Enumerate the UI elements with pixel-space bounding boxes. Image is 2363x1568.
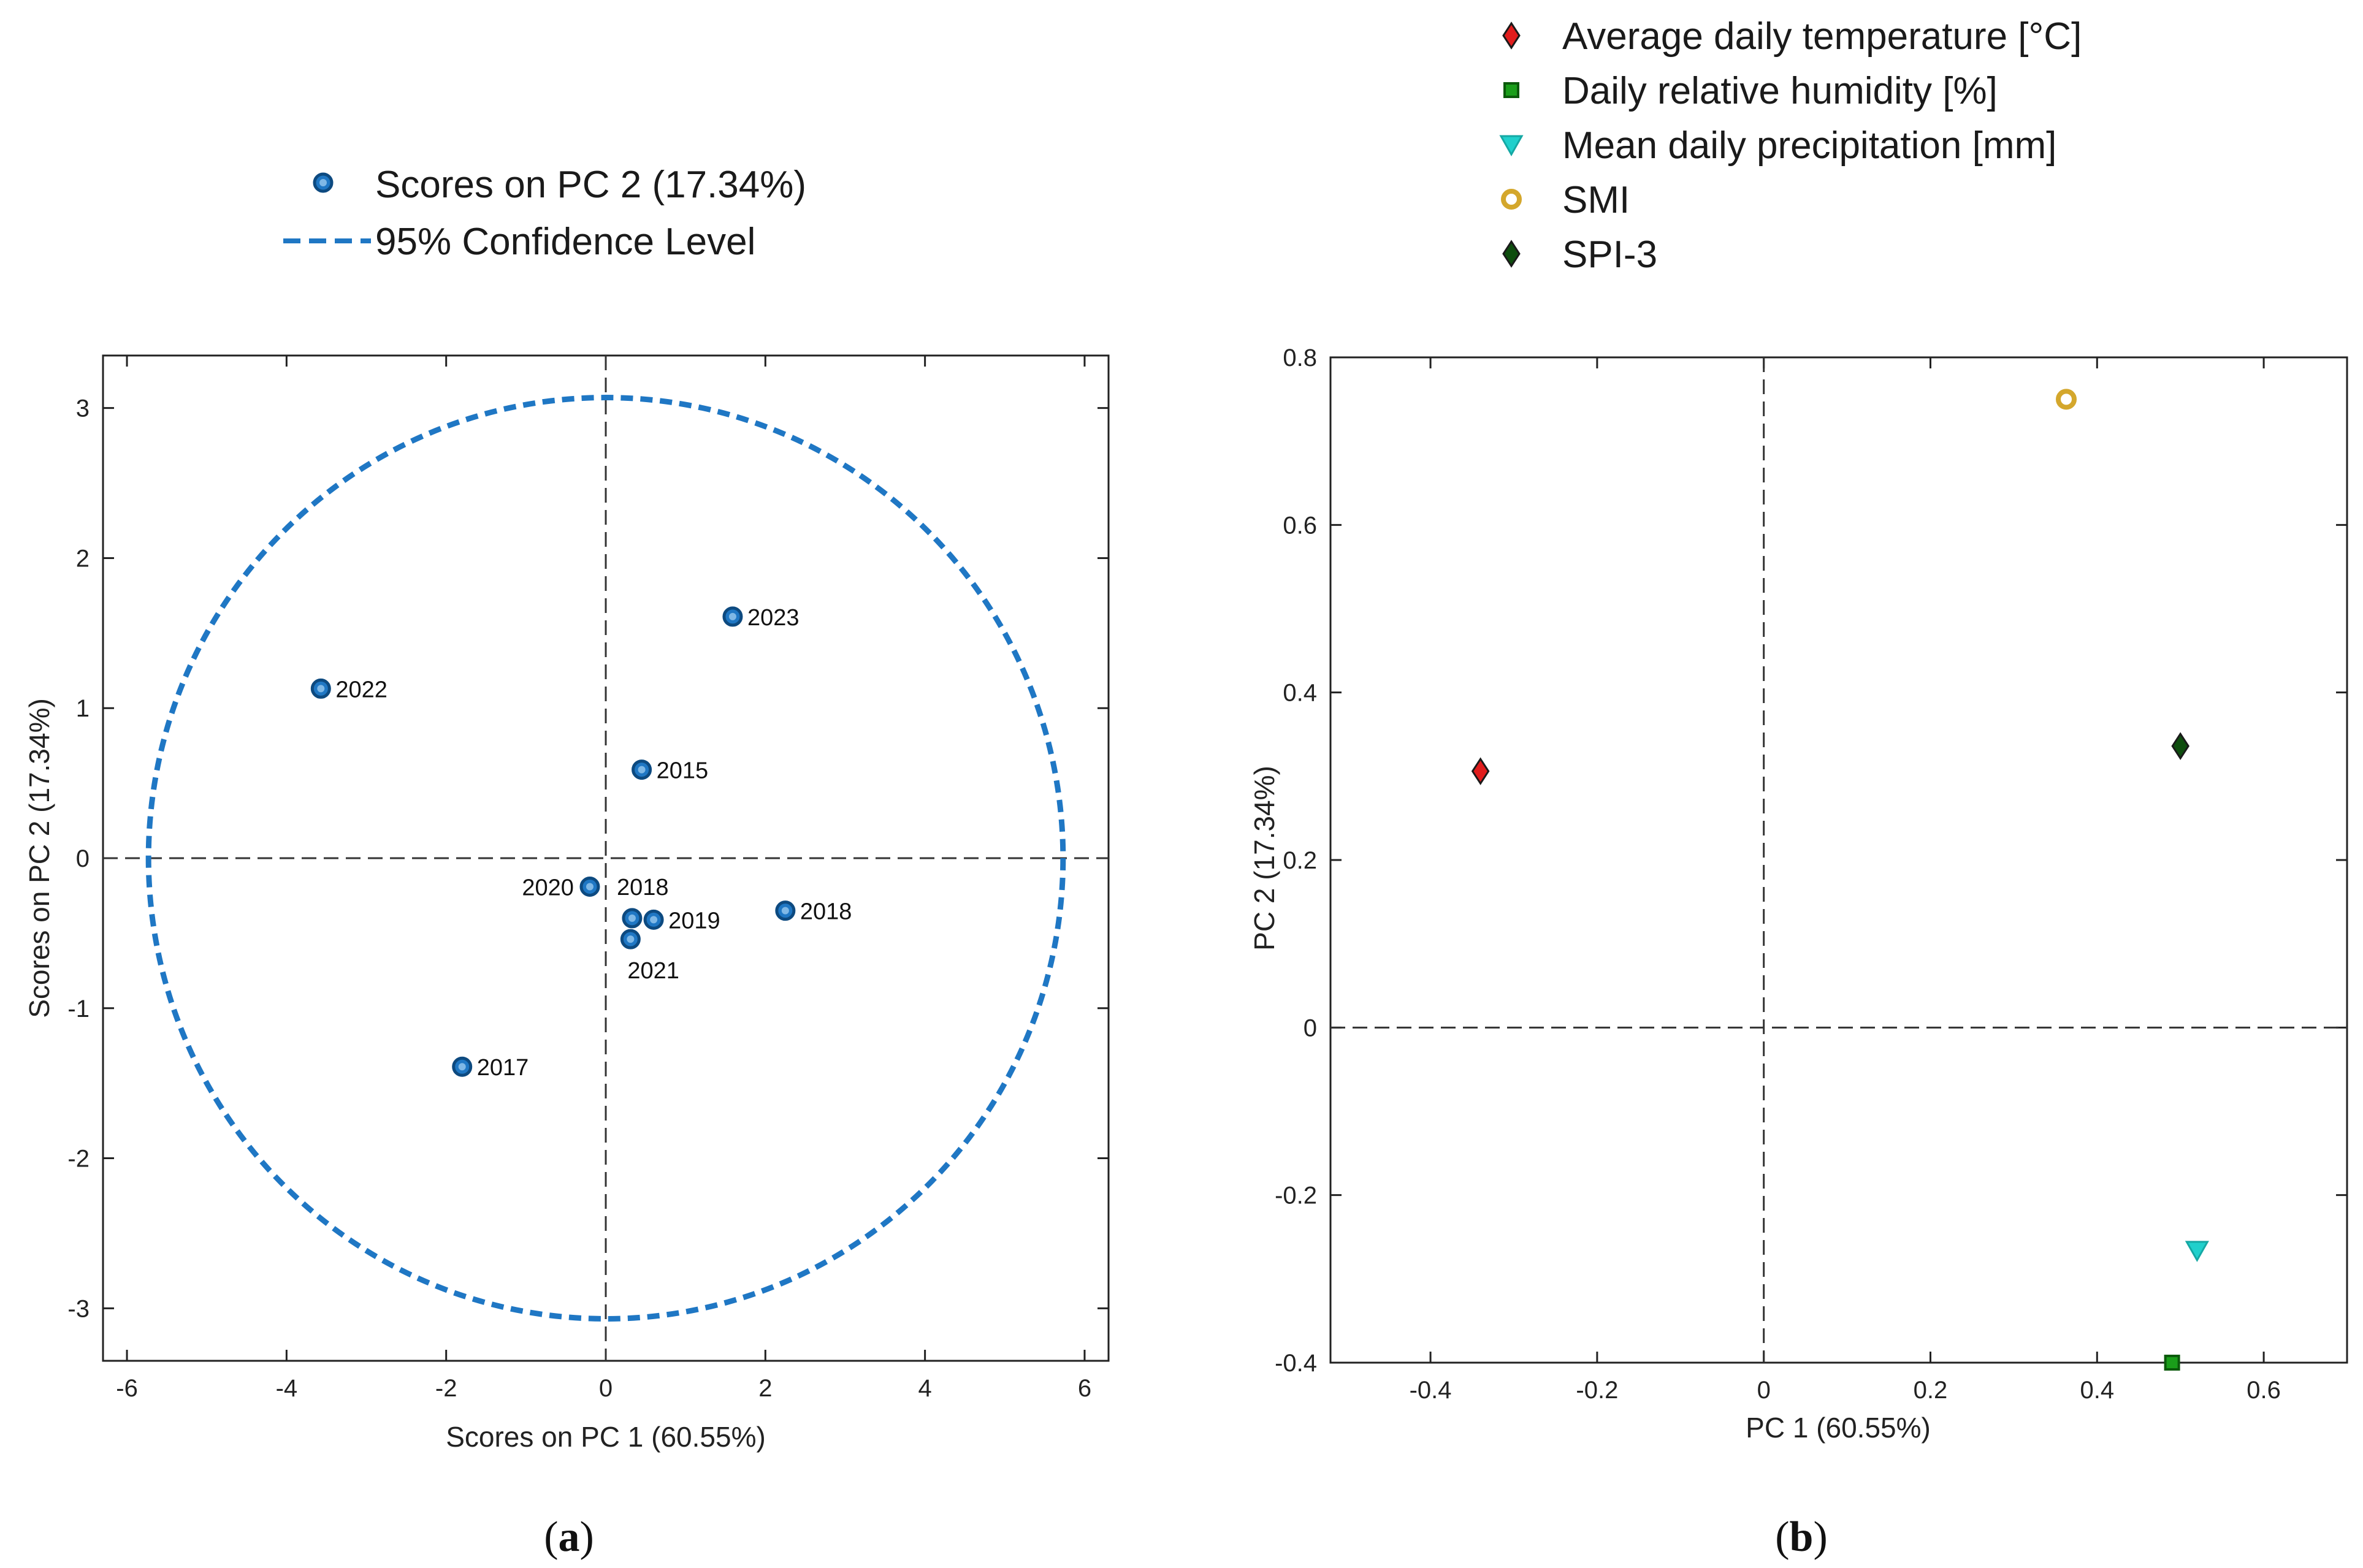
panel-b-y-tick-label: 0.6 [1283,512,1317,539]
loading-point [2164,1355,2180,1371]
panel-a-y-tick-label: 0 [76,845,90,872]
panel-b-loadings-plot: Average daily temperature [°C] Daily rela… [1248,15,2348,1561]
panel-b-y-tick-label: 0.2 [1283,847,1317,874]
score-point-label: 2020 [522,875,574,901]
score-point-label: 2019 [668,908,720,934]
panel-b-caption: (b) [1775,1513,1828,1561]
panel-a-reference-lines [103,356,1109,1361]
panel-a-x-tick-label: 6 [1078,1375,1091,1402]
legend-marker [1503,82,1519,98]
score-point-highlight-2017 [458,1063,466,1071]
legend-scores-marker-highlight [319,179,327,186]
score-point-highlight-2022 [317,685,325,693]
panel-a-y-tick-label: -1 [67,995,90,1022]
panel-a-x-tick-label: 0 [599,1375,613,1402]
score-point-label: 2017 [477,1055,529,1081]
panel-a-points: 2015 2017 2018 2019 2020 2021 2022 2023 2018 [310,605,852,1081]
panel-a-x-tick-label: 4 [918,1375,932,1402]
panel-a-y-axis-label: Scores on PC 2 (17.34%) [23,698,55,1018]
panel-a-y-tick-label: -3 [67,1295,90,1322]
panel-b-plot-frame [1329,356,2348,1364]
score-point-label: 2023 [747,605,800,631]
score-point-highlight-2019 [650,916,658,924]
panel-a-y-tick-label: -2 [67,1146,90,1173]
panel-a-caption: (a) [544,1513,594,1561]
legend-scores-label: Scores on PC 2 (17.34%) [375,164,806,206]
panel-b-legend: Average daily temperature [°C] Daily rela… [1499,15,2082,276]
panel-a-ticks: -6 -4 -2 0 2 4 6 -3 -2 -1 0 1 2 3 [67,356,1109,1402]
score-point-label: 2018 [800,899,852,925]
loading-point [2056,389,2077,410]
panel-a-confidence-ellipse-group [145,395,1066,1322]
panel-b-y-tick-label: 0.4 [1283,680,1317,707]
panel-b-x-tick-label: 0.4 [2080,1377,2114,1404]
panel-a-x-tick-label: -2 [435,1375,457,1402]
legend-confidence-label: 95% Confidence Level [375,221,755,263]
panel-a-y-tick-label: 1 [76,695,90,722]
loading-point [1471,757,1490,785]
score-point-highlight-2018 [781,907,789,915]
loading-point [2185,1241,2209,1262]
legend-label: Daily relative humidity [%] [1562,70,1998,112]
panel-b-y-axis-label: PC 2 (17.34%) [1248,766,1280,951]
legend-label: Mean daily precipitation [mm] [1562,124,2056,167]
score-point-label: 2015 [657,758,709,784]
score-point-highlight-2018 [628,914,636,922]
panel-a-x-tick-label: -4 [276,1375,298,1402]
panel-a-legend: Scores on PC 2 (17.34%) 95% Confidence L… [283,164,806,263]
panel-b-y-tick-label: 0.8 [1283,344,1317,371]
score-point-label: 2021 [627,958,679,984]
legend-marker [1499,135,1524,157]
score-point-highlight-2023 [728,612,736,620]
legend-label: SPI-3 [1562,234,1657,276]
panel-b-x-axis-label: PC 1 (60.55%) [1746,1412,1931,1444]
score-point-label: 2018 [617,875,669,900]
panel-b-y-tick-label: -0.2 [1275,1182,1317,1209]
legend-marker [1502,240,1521,268]
score-point-highlight-2015 [638,766,646,774]
legend-label: SMI [1562,179,1630,221]
legend-label: Average daily temperature [°C] [1562,15,2082,58]
panel-a-y-tick-label: 3 [76,395,90,422]
panel-b-x-tick-label: 0.6 [2247,1377,2281,1404]
score-point-highlight-2021 [627,935,635,943]
panel-b-x-tick-label: -0.2 [1576,1377,1618,1404]
panel-b-points [1471,389,2209,1371]
confidence-ellipse [145,395,1066,1322]
loading-point [2171,732,2189,760]
legend-marker [1502,21,1521,50]
panel-b-x-tick-label: 0 [1757,1377,1771,1404]
panel-a-y-tick-label: 2 [76,545,90,572]
panel-a-x-tick-label: 2 [758,1375,772,1402]
panel-a-x-tick-label: -6 [116,1375,138,1402]
panel-a-plot-frame [102,354,1110,1362]
panel-b-reference-lines [1330,357,2347,1363]
score-point-highlight-2020 [586,883,594,891]
panel-a-x-axis-label: Scores on PC 1 (60.55%) [446,1421,766,1453]
panel-b-x-tick-label: -0.4 [1410,1377,1452,1404]
panel-b-x-tick-label: 0.2 [1914,1377,1948,1404]
panel-b-ticks: -0.4 -0.2 0 0.2 0.4 0.6 -0.4 -0.2 0 0.2 0.4 0.6 0.8 [1275,344,2347,1404]
panel-a-scores-plot: Scores on PC 2 (17.34%) 95% Confidence L… [23,164,1110,1561]
score-point-label: 2022 [335,677,387,702]
panel-b-y-tick-label: 0 [1304,1014,1317,1041]
legend-marker [1501,189,1522,210]
panel-b-y-tick-label: -0.4 [1275,1350,1317,1377]
